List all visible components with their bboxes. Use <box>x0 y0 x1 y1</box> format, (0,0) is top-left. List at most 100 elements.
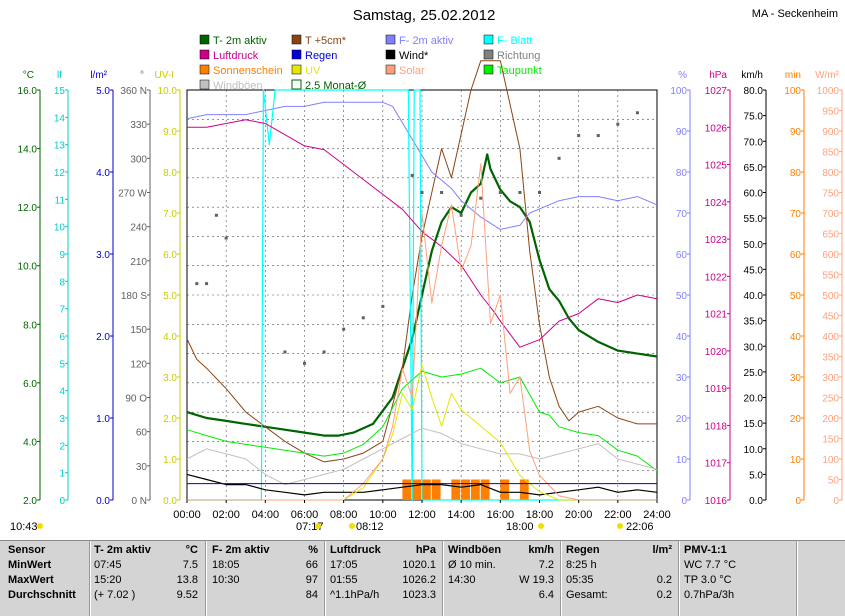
series-line-taupunkt <box>186 367 658 472</box>
chart-title: Samstag, 25.02.2012 <box>353 7 496 24</box>
right-axis-label-2-15: 5.0 <box>749 470 763 481</box>
left-axis-label-4-1: 9.0 <box>163 127 177 138</box>
wind-direction-points <box>195 111 639 365</box>
stats-wind-max-val: W 19.3 <box>519 574 554 586</box>
sunshine-bar-0 <box>402 479 412 500</box>
left-axis-label-2-0: 5.0 <box>96 86 110 97</box>
x-tick-label-12: 24:00 <box>643 509 671 521</box>
x-tick-label-6: 12:00 <box>408 509 436 521</box>
left-axis-label-3-4: 240 <box>130 223 147 234</box>
right-axis-label-0-10: 0 <box>681 496 687 507</box>
sunshine-bar-1 <box>412 479 421 500</box>
left-axis-label-1-9: 6 <box>59 332 65 343</box>
sunshine-bar-9 <box>519 479 529 500</box>
direction-point-6 <box>322 350 326 354</box>
left-axis-label-1-12: 3 <box>59 414 65 425</box>
stats-col-sensor: Sensor MinWert MaxWert Durchschnitt <box>8 543 88 603</box>
stats-rain-total-label: Gesamt: <box>566 589 608 601</box>
left-axis-unit-3: ° <box>140 70 144 81</box>
sun-mark-noon_uv: 08:12 <box>356 521 384 533</box>
direction-point-8 <box>361 316 365 320</box>
right-axis-label-4-6: 700 <box>822 209 839 220</box>
left-axis-unit-0: °C <box>23 70 34 81</box>
legend-swatch-sonnenschein <box>199 64 210 75</box>
direction-point-5 <box>303 361 306 365</box>
direction-point-13 <box>459 213 463 217</box>
right-axis-label-0-5: 50 <box>676 291 688 302</box>
stats-min-label: MinWert <box>8 559 52 571</box>
legend-label-wind: Wind* <box>399 50 429 62</box>
right-axis-label-4-12: 400 <box>822 332 839 343</box>
right-axis-unit-1: hPa <box>709 70 727 81</box>
stats-wind-avg10-val: 7.2 <box>538 559 554 571</box>
sunshine-bar-5 <box>461 479 470 500</box>
right-axis-unit-2: km/h <box>741 70 763 81</box>
right-axis-unit-3: min <box>785 70 801 81</box>
left-axis-label-0-5: 6.0 <box>23 379 37 390</box>
left-axis-label-3-6: 180 S <box>121 291 147 302</box>
chart-legend: T- 2m aktiv T +5cm* F- 2m aktiv F- Blatt Luf… <box>199 34 542 92</box>
sunshine-bar-8 <box>500 479 510 500</box>
stats-rain-max-time: 05:35 <box>566 574 594 586</box>
left-axis-label-3-5: 210 <box>130 257 147 268</box>
right-axis-label-3-10: 0 <box>795 496 801 507</box>
stats-rain-title: Regen <box>566 544 600 556</box>
right-axis-label-4-7: 650 <box>822 230 839 241</box>
right-axis-label-3-2: 80 <box>790 168 802 179</box>
right-axis-label-3-3: 70 <box>790 209 802 220</box>
x-tick-label-1: 02:00 <box>212 509 240 521</box>
stats-wind-unit: km/h <box>528 544 554 556</box>
direction-point-1 <box>205 282 209 286</box>
direction-point-15 <box>498 191 502 194</box>
left-axis-label-3-0: 360 N <box>120 86 147 97</box>
right-axis-label-3-5: 50 <box>790 291 802 302</box>
left-axis-label-2-2: 3.0 <box>96 250 110 261</box>
left-axis-label-3-12: 0 N <box>131 496 147 507</box>
direction-point-0 <box>195 282 199 286</box>
left-axis-label-2-4: 1.0 <box>96 414 110 425</box>
sun-mark-dot-solar_noon <box>538 523 544 529</box>
right-axis-label-0-2: 80 <box>676 168 688 179</box>
legend-swatch-f-blatt <box>483 34 494 45</box>
right-axis-label-4-13: 350 <box>822 353 839 364</box>
right-axis-label-3-8: 20 <box>790 414 802 425</box>
right-axis-label-1-7: 1020 <box>705 347 728 358</box>
left-axis-label-3-1: 330 <box>130 120 147 131</box>
right-axis-label-4-8: 600 <box>822 250 839 261</box>
right-axis-label-1-10: 1017 <box>705 459 728 470</box>
legend-label-sonnenschein: Sonnenschein <box>213 65 283 77</box>
direction-point-4 <box>283 350 287 354</box>
series-line-t-5cm <box>186 60 657 463</box>
left-axis-label-0-4: 8.0 <box>23 320 37 331</box>
right-axis-label-0-8: 20 <box>676 414 688 425</box>
x-tick-label-7: 14:00 <box>447 509 475 521</box>
sun-mark-moon: 10:43 <box>10 521 38 533</box>
legend-swatch-f-2m-aktiv <box>385 34 396 45</box>
legend-swatch-2-5-monat <box>291 79 302 90</box>
sun-markers: 10:43 07:17 08:12 18:00 22:06 <box>10 521 654 533</box>
left-axis-label-4-4: 6.0 <box>163 250 177 261</box>
series-line-solar <box>187 163 657 501</box>
right-axis-label-4-1: 950 <box>822 107 839 118</box>
legend-label-f-2m-aktiv: F- 2m aktiv <box>399 35 454 47</box>
left-axis-label-1-0: 15 <box>54 86 66 97</box>
legend-swatch-regen <box>291 49 302 60</box>
stats-max-label: MaxWert <box>8 574 54 586</box>
series-line-wind <box>186 473 658 496</box>
left-axis-label-1-15: 0 <box>59 496 65 507</box>
stats-wind-avg-val: 6.4 <box>538 589 554 601</box>
left-axis-label-0-0: 16.0 <box>18 86 38 97</box>
left-axis-label-1-2: 13 <box>54 141 66 152</box>
stats-col-wind: Windböen km/h Ø 10 min. 7.2 14:30 W 19.3 6.… <box>448 543 554 603</box>
x-tick-label-9: 18:00 <box>526 509 554 521</box>
legend-swatch-t-5cm <box>291 34 302 45</box>
right-axis-label-0-3: 70 <box>676 209 688 220</box>
left-axis-label-4-5: 5.0 <box>163 291 177 302</box>
left-axis-label-3-7: 150 <box>130 325 147 336</box>
left-axis-label-1-14: 1 <box>59 469 65 480</box>
sun-mark-solar_noon: 18:00 <box>506 521 534 533</box>
stats-temp-avg-val: 9.52 <box>176 589 198 601</box>
direction-point-18 <box>557 156 561 160</box>
legend-swatch-uv <box>291 64 302 75</box>
right-axis-label-4-4: 800 <box>822 168 839 179</box>
